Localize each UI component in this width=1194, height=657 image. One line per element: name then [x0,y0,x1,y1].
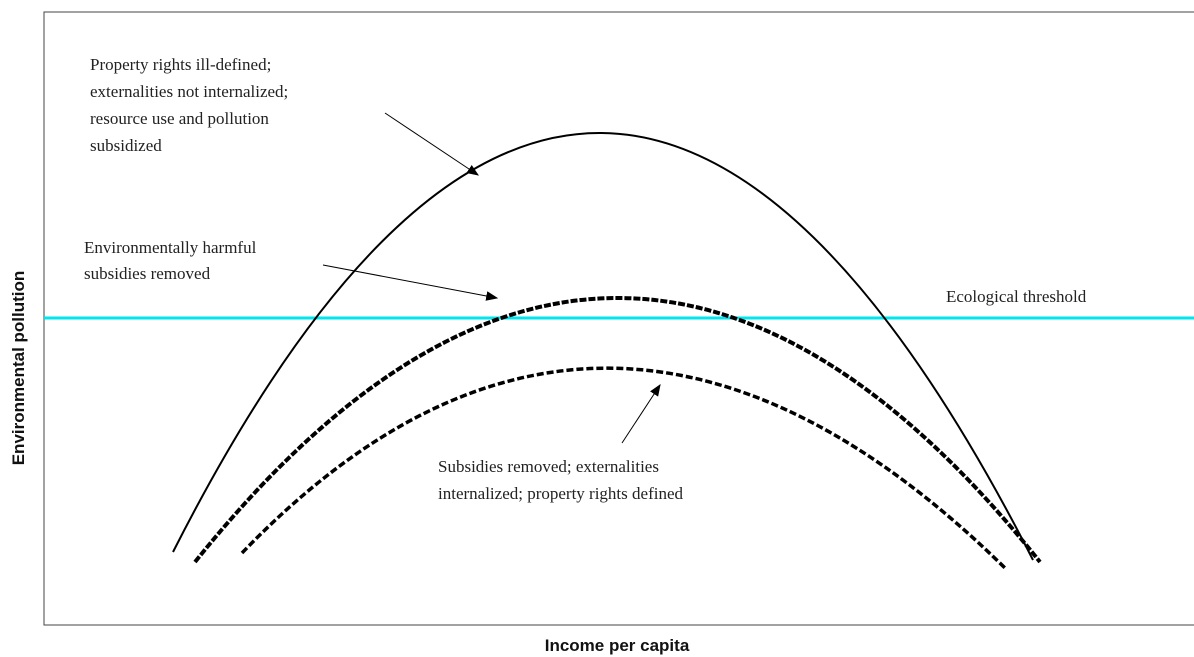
annotation-line: Environmentally harmful [84,238,257,257]
x-axis-label: Income per capita [545,636,690,655]
y-axis-label: Environmental pollution [9,271,28,466]
annotation-line: subsidies removed [84,264,211,283]
annotation-line: Property rights ill-defined; [90,55,271,74]
annotation-line: subsidized [90,136,162,155]
annotation-line: resource use and pollution [90,109,269,128]
annotation-line: Subsidies removed; externalities [438,457,659,476]
curve-bottom [240,366,1007,570]
annotation-line: internalized; property rights defined [438,484,683,503]
curve-middle [193,296,1042,564]
arrow [621,383,661,444]
annotation-line: externalities not internalized; [90,82,288,101]
arrow [322,264,499,301]
arrow [384,112,479,176]
annotation-line: Ecological threshold [946,287,1087,306]
curve-top [172,132,1034,561]
